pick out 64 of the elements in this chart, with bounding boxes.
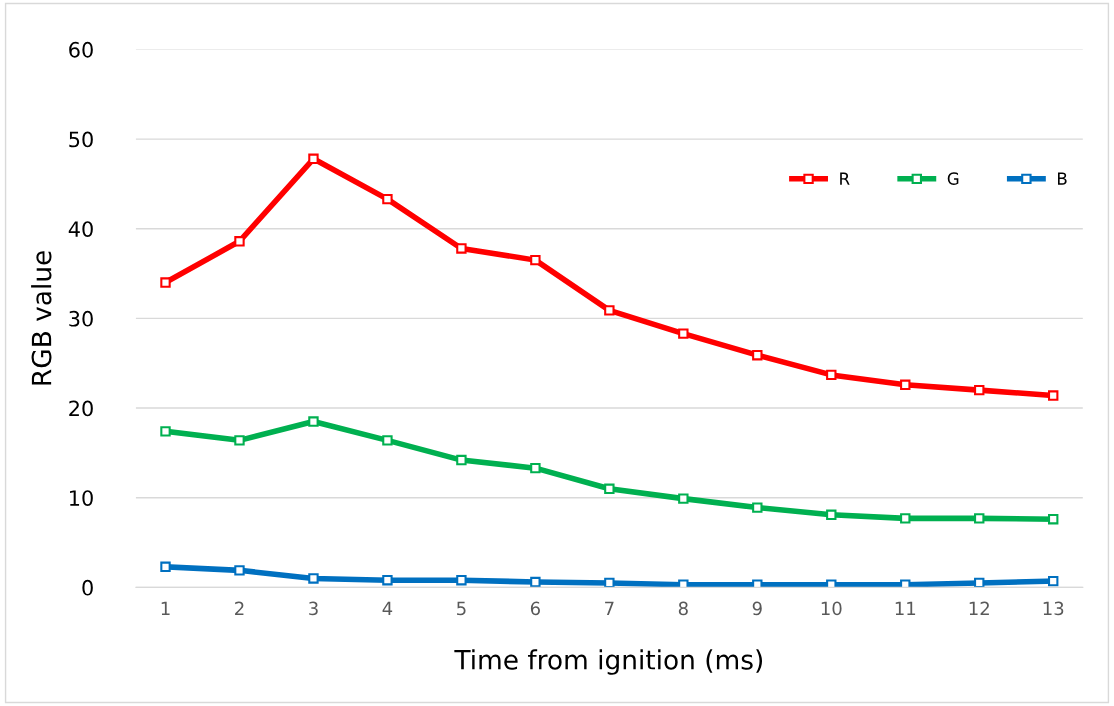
point [456, 575, 467, 586]
legend-label: G [947, 172, 959, 185]
point [530, 576, 541, 588]
point [530, 254, 541, 266]
point [308, 573, 319, 584]
point [1048, 390, 1059, 401]
point [308, 416, 319, 427]
point [604, 577, 615, 588]
point [826, 579, 837, 588]
x-tick-label: 2 [235, 601, 244, 615]
point [900, 579, 911, 588]
point [456, 243, 467, 254]
y-axis-title: RGB value [31, 251, 52, 385]
legend-label: R [840, 172, 850, 185]
x-tick-label: 8 [678, 601, 688, 616]
x-tick-label: 9 [752, 601, 762, 616]
y-tick-label: 60 [69, 41, 93, 58]
legend-label: B [1058, 172, 1067, 185]
point [382, 435, 393, 446]
x-tick-label: 13 [1043, 601, 1064, 616]
x-tick-label: 3 [309, 601, 318, 616]
y-tick-label: 20 [69, 400, 93, 417]
point [1048, 514, 1059, 525]
y-tick-label: 40 [68, 221, 93, 237]
x-tick-label: 6 [530, 601, 540, 616]
point [456, 454, 467, 466]
x-tick-label: 11 [895, 601, 916, 615]
point [604, 305, 615, 316]
point [974, 384, 985, 396]
point [900, 513, 911, 524]
point [752, 579, 763, 588]
point [974, 577, 985, 588]
point [382, 193, 393, 205]
point [160, 426, 171, 437]
x-tick-label: 10 [821, 601, 842, 616]
point [234, 435, 245, 446]
point [234, 565, 245, 576]
x-tick-label: 1 [161, 601, 170, 615]
point [752, 349, 763, 361]
point [382, 575, 393, 586]
point [678, 493, 689, 504]
x-tick-label: 12 [969, 601, 989, 615]
point [826, 509, 837, 520]
x-tick-label: 7 [605, 601, 614, 615]
point [974, 513, 985, 524]
y-tick-label: 30 [69, 310, 93, 327]
point [160, 277, 171, 288]
point [530, 462, 541, 474]
point [234, 236, 245, 247]
x-axis-title: Time from ignition (ms) [454, 649, 763, 675]
point [1048, 575, 1059, 587]
point [900, 379, 911, 390]
point [604, 483, 615, 494]
point [752, 502, 763, 513]
y-tick-label: 50 [69, 131, 93, 148]
y-tick-label: 0 [82, 579, 93, 596]
point [308, 153, 319, 165]
x-tick-label: 5 [457, 601, 466, 616]
x-tick-label: 4 [382, 601, 393, 615]
point [678, 579, 689, 588]
point [678, 328, 689, 339]
point [160, 561, 171, 572]
point [826, 369, 837, 381]
y-tick-label: 10 [70, 490, 93, 506]
